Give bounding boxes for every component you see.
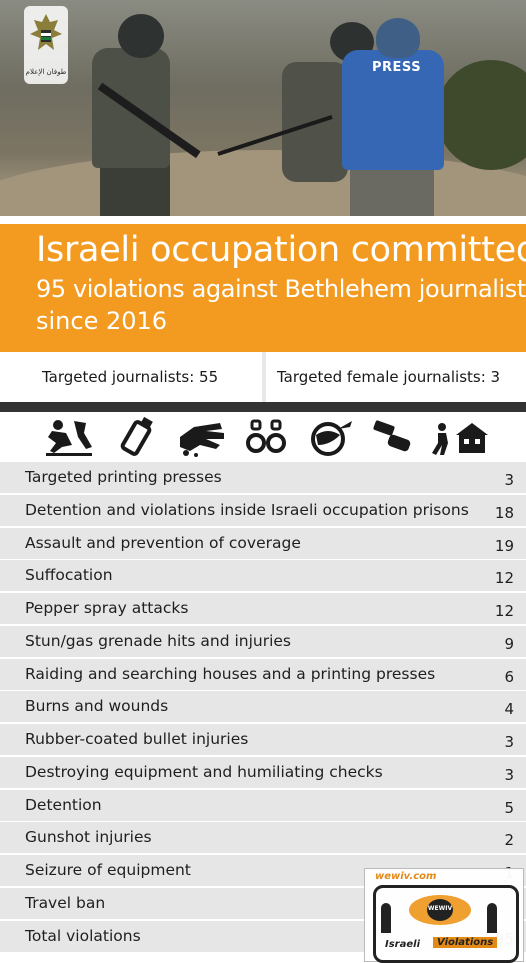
gunman-silhouette-icon [487, 903, 497, 933]
camera-lens-icon [427, 899, 453, 921]
violation-label: Pepper spray attacks [25, 599, 189, 617]
stats-bar: Targeted journalists: 55 Targeted female… [0, 352, 526, 402]
violation-label: Raiding and searching houses and a print… [25, 664, 436, 683]
violation-count: 3 [504, 765, 514, 784]
table-row: Burns and wounds 4 [0, 691, 526, 723]
soldier-silhouette-icon [381, 903, 391, 933]
violation-label: Gunshot injuries [25, 828, 152, 847]
violation-count: 18 [494, 503, 514, 522]
violation-label: Detention and violations inside Israeli … [25, 500, 469, 519]
icon-row [0, 412, 526, 462]
watermark-violations: Violations [433, 937, 498, 948]
targeted-female-journalists: Targeted female journalists: 3 [277, 368, 501, 386]
gunshot-icon [311, 421, 352, 456]
watermark-mark: WEWIV [427, 905, 453, 912]
header-photo: PRESS طوفان الإعلام [0, 0, 526, 220]
violation-label: Total violations [25, 926, 141, 945]
violation-label: Assault and prevention of coverage [25, 533, 301, 552]
violation-label: Travel ban [25, 893, 106, 912]
handcuffs-icon [246, 419, 286, 453]
table-row: Detention 5 [0, 789, 526, 821]
table-row: Detention and violations inside Israeli … [0, 494, 526, 526]
table-row: Destroying equipment and humiliating che… [0, 756, 526, 788]
spray-can-icon [120, 417, 153, 456]
banner-subtitle: 95 violations against Bethlehem journali… [36, 275, 526, 303]
violation-count: 2 [504, 831, 514, 850]
violation-label: Stun/gas grenade hits and injuries [25, 631, 292, 650]
tree [436, 60, 526, 170]
title-banner: Israeli occupation committed 95 violatio… [0, 224, 526, 352]
table-row: Rubber-coated bullet injuries 3 [0, 724, 526, 755]
house-raid-icon [432, 423, 488, 455]
violation-count: 3 [504, 471, 514, 489]
hillside [0, 150, 526, 220]
ministry-emblem: طوفان الإعلام [24, 6, 68, 84]
targeted-journalists: Targeted journalists: 55 [42, 368, 219, 386]
table-row: Assault and prevention of coverage 19 [0, 527, 526, 559]
table-row: Raiding and searching houses and a print… [0, 658, 526, 690]
soldier-legs [100, 160, 170, 218]
emblem-caption: طوفان الإعلام [25, 68, 67, 76]
violation-label: Burns and wounds [25, 697, 169, 716]
stats-divider [262, 352, 266, 402]
violation-label: Detention [25, 795, 102, 814]
table-row: Stun/gas grenade hits and injuries 9 [0, 625, 526, 657]
assault-icon [46, 420, 92, 456]
violation-label: Suffocation [25, 566, 113, 585]
soldier-helmet [118, 14, 164, 58]
violation-count: 6 [504, 667, 514, 686]
violation-label: Destroying equipment and humiliating che… [25, 762, 383, 781]
violation-label: Rubber-coated bullet injuries [25, 730, 249, 748]
violation-count: 4 [504, 700, 514, 719]
banner-title: Israeli occupation committed [36, 230, 526, 270]
violation-count: 12 [494, 602, 514, 620]
violation-label: Seizure of equipment [25, 861, 191, 879]
table-row: Suffocation 12 [0, 560, 526, 592]
violation-count: 9 [504, 634, 514, 653]
violation-count: 5 [504, 798, 514, 817]
table-row: Gunshot injuries 2 [0, 822, 526, 854]
violation-count: 19 [494, 536, 514, 555]
table-row: Pepper spray attacks 12 [0, 593, 526, 624]
watermark-logo: wewiv.com WEWIV Israeli Violations [364, 868, 524, 963]
journalist-helmet [376, 18, 420, 58]
dark-divider [0, 402, 526, 412]
stun-grenade-icon [373, 420, 411, 452]
banner-period: since 2016 [36, 307, 168, 335]
journalist-press-vest [342, 50, 444, 170]
separator [0, 216, 526, 224]
violation-count: 12 [494, 569, 514, 588]
table-row: Targeted printing presses 3 [0, 462, 526, 493]
burn-hand-icon [180, 423, 224, 457]
press-vest-label: PRESS [372, 60, 422, 75]
violation-count: 3 [504, 733, 514, 751]
eagle-emblem-icon [30, 14, 62, 50]
watermark-url: wewiv.com [375, 871, 437, 882]
watermark-israeli: Israeli [385, 939, 420, 950]
violation-label: Targeted printing presses [25, 468, 222, 486]
